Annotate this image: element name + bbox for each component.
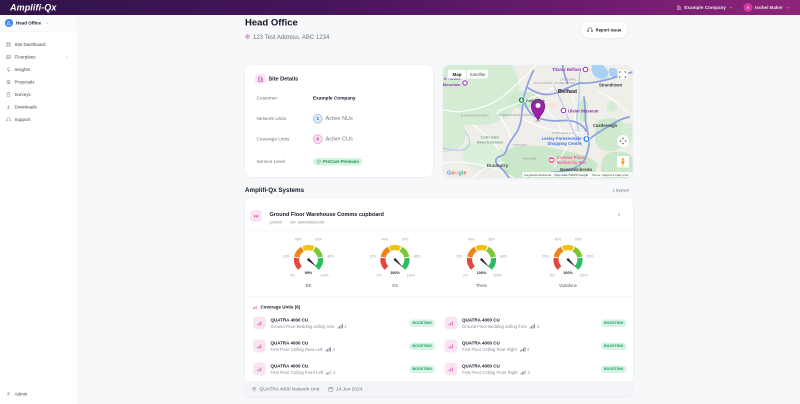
svg-text:60%: 60%	[575, 238, 582, 242]
svg-text:40%: 40%	[468, 238, 475, 242]
svg-text:Google: Google	[447, 171, 467, 177]
svg-text:Keyboard shortcuts: Keyboard shortcuts	[525, 173, 552, 177]
svg-text:99%: 99%	[305, 271, 313, 275]
svg-text:Shopping Centre: Shopping Centre	[547, 141, 582, 146]
svg-text:20%: 20%	[283, 254, 290, 258]
svg-text:100%: 100%	[477, 271, 487, 275]
svg-text:100%: 100%	[493, 274, 501, 278]
svg-text:100%: 100%	[390, 271, 400, 275]
svg-text:QUARTER: QUARTER	[561, 81, 575, 85]
svg-text:Crowne Plaza: Crowne Plaza	[557, 155, 585, 160]
svg-text:0%: 0%	[377, 274, 382, 278]
svg-text:Belfast: Belfast	[558, 89, 577, 95]
svg-text:Vodafone: Vodafone	[559, 283, 578, 288]
svg-text:60%: 60%	[402, 238, 409, 242]
svg-text:60%: 60%	[488, 238, 495, 242]
svg-text:Newtownbreda: Newtownbreda	[560, 167, 593, 172]
svg-text:Map: Map	[453, 72, 462, 77]
svg-text:80%: 80%	[500, 254, 507, 258]
svg-text:100%: 100%	[320, 274, 328, 278]
svg-text:Strandtown: Strandtown	[599, 83, 623, 88]
svg-text:Satellite: Satellite	[469, 72, 486, 77]
svg-text:Mountain: Mountain	[443, 82, 461, 87]
svg-text:CATHEDRAL: CATHEDRAL	[560, 78, 577, 82]
svg-text:Titanic Belfast: Titanic Belfast	[552, 67, 582, 72]
svg-text:100%: 100%	[580, 274, 588, 278]
svg-text:ANDERSONSTOWN: ANDERSONSTOWN	[498, 113, 531, 117]
svg-text:80%: 80%	[587, 254, 594, 258]
svg-text:0%: 0%	[290, 274, 295, 278]
svg-text:Report a map error: Report a map error	[603, 173, 629, 177]
svg-text:40%: 40%	[555, 238, 562, 242]
svg-text:40%: 40%	[382, 238, 389, 242]
svg-text:EE: EE	[306, 283, 312, 288]
svg-text:Dunmurry: Dunmurry	[487, 163, 509, 168]
svg-text:80%: 80%	[327, 254, 334, 258]
svg-text:20%: 20%	[543, 254, 550, 258]
svg-text:HANNAHSTOWN: HANNAHSTOWN	[461, 114, 489, 118]
svg-text:20%: 20%	[370, 254, 377, 258]
svg-text:Falls Park: Falls Park	[526, 98, 546, 103]
svg-text:40%: 40%	[295, 238, 302, 242]
svg-text:River Entrance: River Entrance	[477, 140, 504, 145]
svg-text:20%: 20%	[456, 254, 463, 258]
svg-text:100%: 100%	[563, 271, 573, 275]
svg-text:100%: 100%	[407, 274, 415, 278]
svg-text:0%: 0%	[550, 274, 555, 278]
svg-text:Terms: Terms	[592, 173, 601, 177]
svg-text:Three: Three	[476, 283, 488, 288]
svg-text:Lesley Foresterside: Lesley Foresterside	[542, 136, 583, 141]
svg-text:BLACKSTAFF STOP: BLACKSTAFF STOP	[534, 81, 562, 85]
svg-text:Map data ©2025 Google: Map data ©2025 Google	[555, 173, 589, 177]
svg-text:STRANMILLIS: STRANMILLIS	[552, 131, 574, 135]
svg-text:80%: 80%	[414, 254, 421, 258]
svg-text:MALONE: MALONE	[523, 157, 537, 161]
svg-text:O2: O2	[392, 283, 398, 288]
svg-text:60%: 60%	[315, 238, 322, 242]
svg-text:0%: 0%	[463, 274, 468, 278]
svg-text:Colin Glen: Colin Glen	[481, 135, 500, 140]
svg-text:Belfast by IHG: Belfast by IHG	[557, 160, 587, 165]
svg-text:Castlereagh: Castlereagh	[593, 123, 618, 128]
svg-text:FINAGHY: FINAGHY	[513, 143, 528, 147]
svg-text:Ulster Museum: Ulster Museum	[568, 108, 599, 113]
